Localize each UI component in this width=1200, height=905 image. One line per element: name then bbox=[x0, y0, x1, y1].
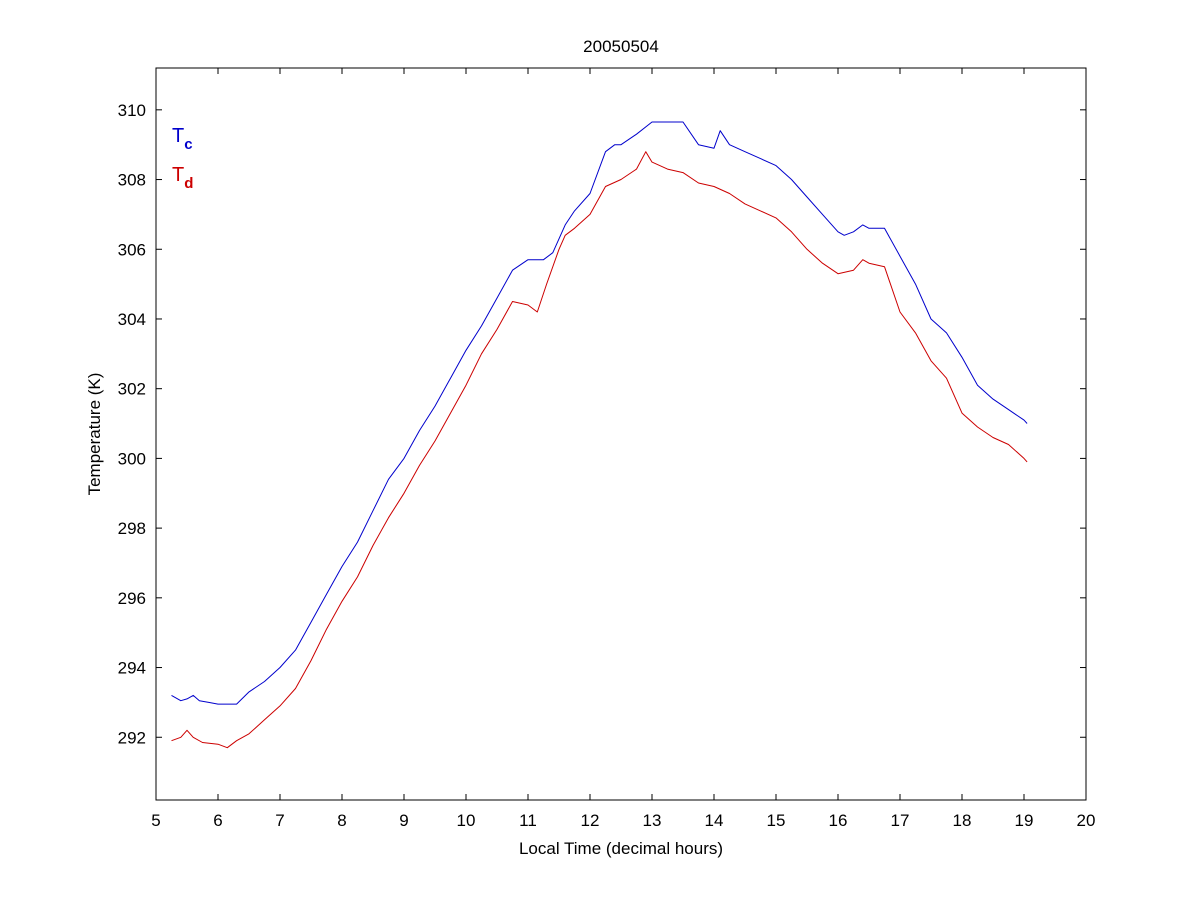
y-tick-label: 296 bbox=[118, 589, 146, 608]
legend-entry: Td bbox=[172, 164, 193, 192]
y-tick-label: 298 bbox=[118, 519, 146, 538]
x-tick-label: 6 bbox=[213, 811, 222, 830]
y-axis-ticks: 292 294 296 298 300 302 304 306 308 310 bbox=[118, 101, 1086, 747]
chart-title: 20050504 bbox=[583, 37, 659, 56]
x-tick-label: 5 bbox=[151, 811, 160, 830]
x-tick-label: 11 bbox=[519, 811, 537, 830]
x-tick-label: 7 bbox=[275, 811, 284, 830]
legend-entry-subscript: d bbox=[184, 175, 193, 192]
legend-entry-name: T bbox=[172, 125, 184, 147]
y-tick-label: 300 bbox=[118, 449, 146, 468]
legend-entry-subscript: c bbox=[184, 136, 192, 153]
x-axis-ticks: 5 6 7 8 9 10 11 12 13 14 15 16 17 18 19 20 bbox=[151, 68, 1095, 830]
series-line-T-c bbox=[171, 121, 1028, 705]
legend-entry-name: T bbox=[172, 164, 184, 186]
y-axis-label: Temperature (K) bbox=[85, 373, 104, 496]
x-tick-label: 18 bbox=[953, 811, 972, 830]
plot-area bbox=[155, 67, 1087, 801]
x-tick-label: 20 bbox=[1077, 811, 1096, 830]
x-tick-label: 16 bbox=[829, 811, 848, 830]
x-tick-label: 15 bbox=[767, 811, 786, 830]
y-tick-label: 292 bbox=[118, 728, 146, 747]
x-tick-label: 10 bbox=[457, 811, 476, 830]
x-tick-label: 14 bbox=[705, 811, 724, 830]
x-axis-label: Local Time (decimal hours) bbox=[519, 839, 723, 858]
series-line-T-d bbox=[171, 151, 1028, 749]
y-tick-label: 302 bbox=[118, 380, 146, 399]
x-tick-label: 13 bbox=[643, 811, 662, 830]
x-tick-label: 12 bbox=[581, 811, 600, 830]
y-tick-label: 310 bbox=[118, 101, 146, 120]
x-tick-label: 19 bbox=[1015, 811, 1034, 830]
x-tick-label: 9 bbox=[399, 811, 408, 830]
y-tick-label: 294 bbox=[118, 659, 146, 678]
series-group bbox=[171, 121, 1028, 749]
x-tick-label: 17 bbox=[891, 811, 910, 830]
y-tick-label: 304 bbox=[118, 310, 146, 329]
x-tick-label: 8 bbox=[337, 811, 346, 830]
y-tick-label: 306 bbox=[118, 240, 146, 259]
legend-entry: Tc bbox=[172, 125, 193, 153]
y-tick-label: 308 bbox=[118, 171, 146, 190]
